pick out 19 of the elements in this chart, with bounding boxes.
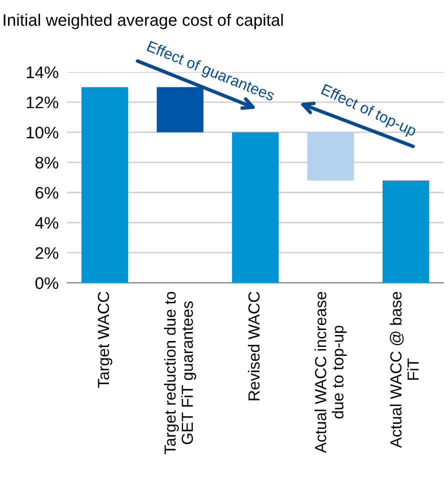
bar [82,87,128,283]
y-tick-label: 8% [36,156,58,169]
x-tick-label: Target reduction due to GET FiT guarantees [164,292,196,454]
y-tick-label: 4% [35,217,58,229]
y-tick-label: 10% [26,126,58,138]
x-tick-label: Actual WACC increase due to top-up [314,292,347,453]
bar [382,180,430,283]
chart-title: Initial weighted average cost of capital [4,14,283,30]
x-tick-label: Target WACC [98,292,112,388]
y-tick-label: 12% [26,96,58,108]
bar [156,87,204,132]
x-tick-label: Actual WACC @ base FiT [390,292,419,448]
y-tick-label: 0% [35,277,58,290]
bar [232,132,279,283]
y-tick-label: 2% [36,247,58,259]
y-tick-label: 14% [26,66,58,78]
y-tick-label: 6% [36,186,58,199]
bar [307,132,354,180]
x-tick-label: Revised WACC [248,292,260,400]
